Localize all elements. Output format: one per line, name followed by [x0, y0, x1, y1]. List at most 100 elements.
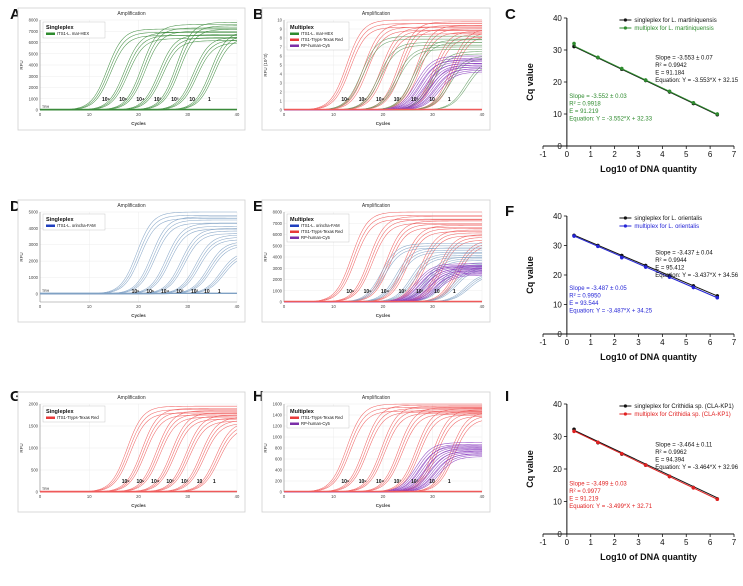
dilution-label: 10²: [411, 97, 419, 103]
y-tick-label: 20: [553, 78, 562, 87]
legend-swatch: [290, 224, 299, 227]
stats-singleplex: E = 95.412: [655, 265, 685, 271]
x-tick-label: 20: [381, 112, 386, 117]
x-tick-label: 0: [39, 112, 42, 117]
y-tick-label: 400: [275, 468, 283, 473]
legend-marker: [623, 26, 628, 30]
stats-multiplex: R² = 0.9977: [569, 489, 601, 495]
y-tick-label: 5000: [29, 51, 39, 56]
dilution-label: 10⁶: [341, 97, 349, 103]
dilution-label: 10⁶: [132, 289, 140, 295]
chart-title: Amplification: [362, 395, 391, 401]
x-tick-label: 40: [480, 112, 485, 117]
dilution-label: 10⁵: [364, 289, 373, 295]
y-tick-label: 4000: [273, 255, 283, 260]
chart-g-amplification-singleplex: Amplification 0 500 1000 1500 2000 0 10 20 30 40 Cy…: [17, 391, 246, 513]
legend-marker: [623, 224, 628, 228]
stats-multiplex: Equation: Y = -3.552*X + 32.33: [569, 117, 653, 123]
y-tick-label: 5: [280, 63, 283, 68]
stats-multiplex: E = 91.219: [569, 109, 599, 115]
x-tick-label: 5: [684, 338, 689, 347]
legend-swatch: [290, 38, 299, 41]
panel-letter-d: D: [10, 198, 21, 215]
dilution-label: 10²: [191, 289, 199, 295]
dilution-label: 10³: [399, 289, 407, 295]
y-tick-label: 4000: [29, 63, 39, 68]
x-axis-label: Cycles: [376, 313, 391, 318]
x-tick-label: -1: [539, 538, 547, 547]
legend-box: [286, 405, 350, 429]
dilution-label: 10⁴: [381, 289, 390, 295]
x-tick-label: 0: [39, 494, 42, 499]
y-tick-label: 40: [553, 212, 562, 221]
y-tick-label: 6000: [273, 232, 283, 237]
legend-label: singleplex for L. orientalis: [634, 216, 702, 222]
x-tick-label: 20: [136, 112, 141, 117]
stats-multiplex: E = 91.219: [569, 496, 599, 502]
y-axis-label: RFU: [263, 443, 268, 452]
panel-letter-g: G: [10, 388, 22, 405]
x-tick-label: 30: [430, 304, 435, 309]
x-tick-label: 2: [612, 538, 617, 547]
x-tick-label: 0: [283, 494, 286, 499]
legend-swatch: [46, 224, 55, 227]
x-tick-label: 10: [331, 112, 336, 117]
y-tick-label: 10: [553, 110, 562, 119]
chart-h-amplification-multiplex: Amplification020040060080010001200140016…: [261, 391, 491, 513]
panel-letter-a: A: [10, 6, 21, 23]
x-tick-label: 10: [87, 112, 92, 117]
dilution-label: 10⁵: [359, 97, 368, 103]
y-axis-label: RFU: [19, 252, 24, 261]
x-tick-label: 0: [283, 304, 286, 309]
x-tick-label: 40: [235, 494, 240, 499]
chart-title: Amplification: [117, 11, 146, 17]
x-tick-label: 10: [87, 304, 92, 309]
x-tick-label: 3: [636, 150, 641, 159]
y-tick-label: 0: [36, 108, 39, 113]
x-tick-label: 30: [430, 494, 435, 499]
y-tick-label: 1000: [29, 96, 39, 101]
chart-title: Amplification: [362, 203, 391, 209]
legend-mode-label: Multiplex: [290, 217, 315, 223]
x-tick-label: 1: [589, 538, 594, 547]
y-tick-label: 2000: [29, 259, 39, 264]
dilution-label: 10⁴: [376, 97, 385, 103]
panel-letter-e: E: [253, 198, 264, 215]
dilution-label: 10: [197, 479, 203, 485]
x-tick-label: 3: [636, 538, 641, 547]
y-tick-label: 0: [557, 330, 562, 339]
y-tick-label: 600: [275, 457, 283, 462]
dilution-label: 10⁵: [359, 479, 368, 485]
threshold-label: TRH: [42, 487, 50, 491]
x-tick-label: 20: [136, 494, 141, 499]
legend-swatch: [290, 236, 299, 239]
x-tick-label: 1: [589, 150, 594, 159]
legend-label: singleplex for L. martiniquensis: [634, 18, 716, 24]
dilution-label: 10³: [394, 479, 402, 485]
y-axis-label: Cq value: [525, 450, 535, 488]
y-tick-label: 5000: [273, 243, 283, 248]
stats-multiplex: R² = 0.9918: [569, 102, 601, 108]
dilution-label: 1: [453, 289, 456, 295]
x-tick-label: 5: [684, 150, 689, 159]
y-tick-label: 3000: [29, 242, 39, 247]
stats-multiplex: Slope = -3.499 ± 0.03: [569, 481, 627, 487]
x-tick-label: 20: [381, 304, 386, 309]
y-axis-label: RFU: [19, 443, 24, 452]
legend-label: multiplex for L. orientalis: [634, 224, 699, 230]
stats-singleplex: R² = 0.9944: [655, 258, 687, 264]
stats-singleplex: Equation: Y = -3.464*X + 32.96: [655, 465, 739, 471]
stats-multiplex: Equation: Y = -3.499*X + 32.71: [569, 504, 653, 510]
panel-letter-h: H: [253, 388, 264, 405]
y-tick-label: 10: [553, 498, 562, 507]
y-tick-label: 1400: [273, 413, 283, 418]
y-tick-label: 4000: [29, 226, 39, 231]
x-axis-label: Cycles: [131, 503, 146, 508]
x-tick-label: 40: [480, 304, 485, 309]
x-tick-label: 2: [612, 338, 617, 347]
dilution-label: 10: [434, 289, 440, 295]
legend-marker: [623, 216, 628, 220]
legend-swatch: [290, 422, 299, 425]
x-tick-label: 20: [136, 304, 141, 309]
